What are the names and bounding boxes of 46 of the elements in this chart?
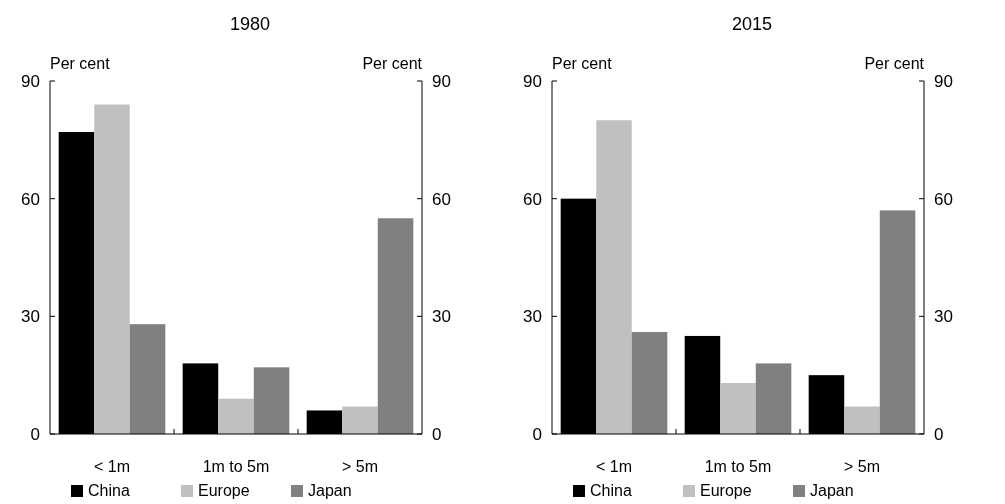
chart-title: 1980 [229,14,271,34]
legend-label: China [590,482,632,499]
y-tick-label: 30 [523,307,542,327]
x-tick-label: 1m to 5m [202,458,270,475]
x-tick-label: < 1m [595,458,633,475]
x-tick-label: 1m to 5m [704,458,772,475]
y2-tick-label: 90 [934,71,953,91]
bar [253,367,290,434]
y2-tick-label: 90 [432,71,451,91]
legend-label: Japan [308,482,352,499]
bar [129,324,166,434]
y-tick-label: 0 [30,424,40,444]
bar [596,120,632,434]
x-tick-label: > 5m [341,458,379,475]
y2-axis-title: Per cent [864,55,925,72]
y-axis-title: Per cent [552,55,613,72]
y2-tick-label: 60 [432,189,451,209]
y-axis-title: Per cent [50,55,111,72]
bar [342,406,378,434]
bar [755,363,792,434]
y2-tick-label: 0 [934,424,944,444]
chart-title: 2015 [731,14,773,34]
y-tick-label: 30 [21,307,40,327]
bar [720,383,756,434]
bar [631,332,668,434]
bar [844,406,880,434]
legend-label: China [88,482,130,499]
y-tick-label: 60 [21,189,40,209]
y-tick-label: 60 [523,189,542,209]
y2-tick-label: 0 [432,424,442,444]
y2-tick-label: 60 [934,189,953,209]
y-tick-label: 0 [532,424,542,444]
bar [377,218,414,434]
y2-axis-title: Per cent [362,55,423,72]
bar [94,104,130,434]
bar [218,398,254,434]
y-tick-label: 90 [523,71,542,91]
legend-label: Europe [700,482,752,499]
bar [879,210,916,434]
y-tick-label: 90 [21,71,40,91]
x-tick-label: > 5m [843,458,881,475]
x-tick-label: < 1m [93,458,131,475]
legend-label: Europe [198,482,250,499]
legend-label: Japan [810,482,854,499]
y2-tick-label: 30 [432,307,451,327]
y2-tick-label: 30 [934,307,953,327]
